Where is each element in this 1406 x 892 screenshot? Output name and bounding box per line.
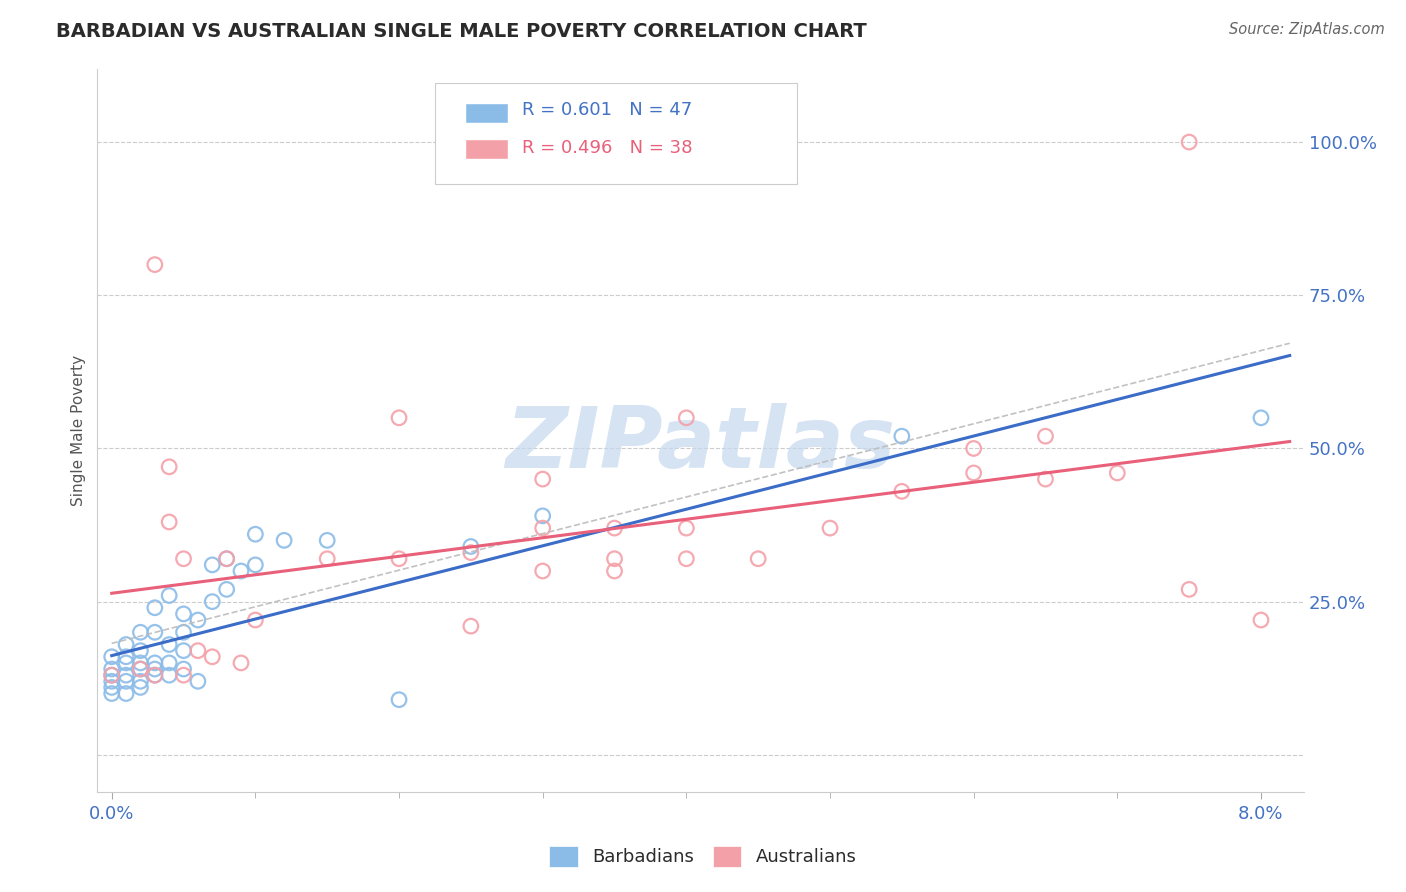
Point bbox=[963, 442, 986, 456]
Point bbox=[100, 674, 122, 689]
Point bbox=[100, 668, 122, 682]
Point bbox=[603, 521, 626, 535]
Point bbox=[143, 600, 166, 615]
Point bbox=[187, 643, 209, 657]
Point bbox=[157, 656, 180, 670]
Point bbox=[388, 410, 411, 425]
Point bbox=[100, 649, 122, 664]
Point bbox=[229, 656, 252, 670]
Point bbox=[215, 551, 238, 566]
Point bbox=[143, 625, 166, 640]
Legend: Barbadians, Australians: Barbadians, Australians bbox=[543, 838, 863, 874]
Point bbox=[201, 594, 224, 608]
Point bbox=[173, 551, 195, 566]
Point bbox=[890, 484, 912, 499]
Point bbox=[173, 668, 195, 682]
Point bbox=[157, 668, 180, 682]
Point bbox=[157, 459, 180, 474]
Point bbox=[1035, 429, 1057, 443]
Point bbox=[747, 551, 769, 566]
Point bbox=[129, 662, 152, 676]
Point bbox=[129, 674, 152, 689]
Point bbox=[1178, 135, 1201, 149]
Point bbox=[143, 668, 166, 682]
Point bbox=[675, 521, 697, 535]
Point bbox=[1250, 613, 1272, 627]
Point bbox=[460, 546, 482, 560]
Point bbox=[316, 551, 339, 566]
Point bbox=[531, 521, 554, 535]
Text: BARBADIAN VS AUSTRALIAN SINGLE MALE POVERTY CORRELATION CHART: BARBADIAN VS AUSTRALIAN SINGLE MALE POVE… bbox=[56, 22, 868, 41]
Point bbox=[818, 521, 841, 535]
Point bbox=[1178, 582, 1201, 597]
Point bbox=[173, 607, 195, 621]
Point bbox=[143, 258, 166, 272]
Point bbox=[173, 643, 195, 657]
Point bbox=[173, 625, 195, 640]
Point bbox=[129, 662, 152, 676]
Point bbox=[157, 515, 180, 529]
Point bbox=[201, 558, 224, 572]
Point bbox=[245, 527, 267, 541]
Point bbox=[603, 551, 626, 566]
Point bbox=[603, 564, 626, 578]
Point bbox=[460, 619, 482, 633]
Point bbox=[157, 589, 180, 603]
Point bbox=[129, 625, 152, 640]
Point bbox=[675, 551, 697, 566]
Point bbox=[531, 508, 554, 523]
Text: ZIPatlas: ZIPatlas bbox=[506, 403, 896, 486]
Point bbox=[100, 668, 122, 682]
Point bbox=[129, 643, 152, 657]
Point bbox=[187, 674, 209, 689]
Point bbox=[115, 649, 138, 664]
Point bbox=[963, 466, 986, 480]
Point bbox=[143, 656, 166, 670]
Point bbox=[115, 674, 138, 689]
Point bbox=[531, 564, 554, 578]
Point bbox=[157, 638, 180, 652]
Point bbox=[388, 692, 411, 706]
Point bbox=[129, 656, 152, 670]
Point bbox=[273, 533, 295, 548]
Point bbox=[1107, 466, 1129, 480]
Point bbox=[115, 687, 138, 701]
Point bbox=[245, 613, 267, 627]
Point bbox=[215, 582, 238, 597]
Point bbox=[675, 410, 697, 425]
Point bbox=[1250, 410, 1272, 425]
Point bbox=[115, 638, 138, 652]
Point bbox=[143, 662, 166, 676]
Point bbox=[316, 533, 339, 548]
Point bbox=[460, 540, 482, 554]
Point bbox=[1035, 472, 1057, 486]
Point bbox=[100, 681, 122, 695]
Point bbox=[115, 668, 138, 682]
Text: R = 0.496   N = 38: R = 0.496 N = 38 bbox=[522, 139, 693, 157]
Point bbox=[100, 687, 122, 701]
FancyBboxPatch shape bbox=[436, 83, 797, 185]
Text: Source: ZipAtlas.com: Source: ZipAtlas.com bbox=[1229, 22, 1385, 37]
Point bbox=[388, 551, 411, 566]
Text: R = 0.601   N = 47: R = 0.601 N = 47 bbox=[522, 102, 692, 120]
FancyBboxPatch shape bbox=[465, 103, 508, 123]
Y-axis label: Single Male Poverty: Single Male Poverty bbox=[72, 354, 86, 506]
Point bbox=[531, 472, 554, 486]
FancyBboxPatch shape bbox=[465, 138, 508, 159]
Point bbox=[143, 668, 166, 682]
Point bbox=[129, 681, 152, 695]
Point bbox=[201, 649, 224, 664]
Point bbox=[100, 662, 122, 676]
Point bbox=[245, 558, 267, 572]
Point bbox=[229, 564, 252, 578]
Point bbox=[115, 656, 138, 670]
Point bbox=[173, 662, 195, 676]
Point bbox=[215, 551, 238, 566]
Point bbox=[187, 613, 209, 627]
Point bbox=[890, 429, 912, 443]
